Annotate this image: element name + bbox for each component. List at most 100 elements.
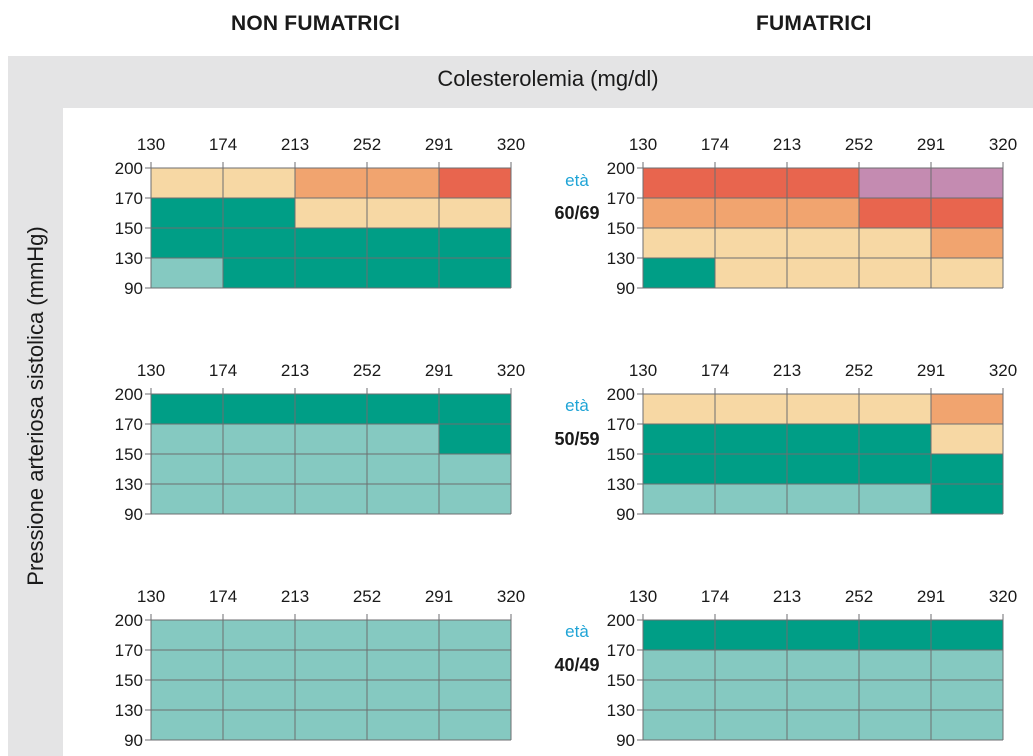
non-smokers-header: NON FUMATRICI [231, 12, 401, 35]
heatmap-cell [151, 650, 223, 680]
x-tick-label: 320 [989, 361, 1017, 380]
heatmap-cell [787, 258, 859, 288]
heatmap-cell [643, 650, 715, 680]
heatmap-cell [295, 424, 367, 454]
heatmap-cell [643, 228, 715, 258]
y-tick-label: 170 [607, 641, 635, 660]
x-tick-label: 174 [701, 135, 729, 154]
heatmap-cell [295, 650, 367, 680]
heatmap-cell [931, 258, 1003, 288]
x-tick-label: 320 [497, 361, 525, 380]
heatmap-cell [715, 168, 787, 198]
heatmap-cell [151, 710, 223, 740]
x-axis-title: Colesterolemia (mg/dl) [437, 66, 659, 91]
heatmap-cell [643, 258, 715, 288]
y-tick-label: 90 [616, 505, 635, 524]
heatmap-cell [931, 394, 1003, 424]
age-value-2: 50/59 [554, 429, 600, 449]
x-tick-label: 213 [281, 135, 309, 154]
heatmap-cell [859, 454, 931, 484]
heatmap-cell [223, 228, 295, 258]
heatmap-cell [367, 620, 439, 650]
heatmap-cell [439, 168, 511, 198]
x-tick-label: 252 [353, 135, 381, 154]
heatmap-cell [643, 168, 715, 198]
heatmap-cell [931, 484, 1003, 514]
x-tick-label: 174 [701, 361, 729, 380]
x-tick-label: 130 [629, 135, 657, 154]
heatmap-cell [715, 394, 787, 424]
y-tick-label: 130 [607, 701, 635, 720]
heatmap-cell [151, 228, 223, 258]
x-tick-label: 213 [773, 361, 801, 380]
heatmap-cell [223, 710, 295, 740]
heatmap-cell [439, 394, 511, 424]
heatmap-cell [715, 258, 787, 288]
heatmap-cell [643, 484, 715, 514]
heatmap-cell [295, 168, 367, 198]
heatmap-cell [151, 454, 223, 484]
x-tick-label: 174 [209, 361, 237, 380]
y-tick-label: 200 [607, 385, 635, 404]
heatmap-panel-1: 130 174 213 252 291 320 200 170 150 130 90 [115, 135, 526, 298]
heatmap-cell [787, 484, 859, 514]
y-tick-label: 170 [115, 189, 143, 208]
x-tick-label: 291 [917, 135, 945, 154]
y-tick-label: 90 [124, 505, 143, 524]
heatmap-cell [643, 198, 715, 228]
heatmap-cell [151, 258, 223, 288]
y-tick-label: 150 [115, 219, 143, 238]
heatmap-cell [787, 424, 859, 454]
heatmap-cell [367, 394, 439, 424]
age-label-1: età [565, 171, 589, 190]
heatmap-panel-6: 130 174 213 252 291 320 200 170 150 130 90 [607, 587, 1018, 750]
heatmap-cell [295, 710, 367, 740]
x-tick-label: 320 [497, 135, 525, 154]
heatmap-cell [367, 258, 439, 288]
y-tick-label: 90 [124, 279, 143, 298]
heatmap-cell [715, 484, 787, 514]
heatmap-cell [295, 228, 367, 258]
heatmap-panel-4: 130 174 213 252 291 320 200 170 150 130 90 [607, 361, 1018, 524]
heatmap-cell [715, 424, 787, 454]
y-tick-label: 200 [607, 611, 635, 630]
heatmap-cell [439, 680, 511, 710]
heatmap-cell [223, 680, 295, 710]
y-tick-label: 150 [607, 671, 635, 690]
y-tick-label: 130 [607, 249, 635, 268]
smokers-header: FUMATRICI [756, 12, 872, 35]
heatmap-cell [931, 680, 1003, 710]
heatmap-cell [295, 454, 367, 484]
heatmap-cell [367, 484, 439, 514]
heatmap-cell [643, 454, 715, 484]
heatmap-cell [787, 454, 859, 484]
x-tick-label: 252 [845, 135, 873, 154]
heatmap-cell [643, 710, 715, 740]
x-tick-label: 130 [629, 361, 657, 380]
heatmap-cell [295, 198, 367, 228]
heatmap-cell [787, 710, 859, 740]
heatmap-cell [223, 198, 295, 228]
heatmap-cell [223, 650, 295, 680]
x-tick-label: 174 [209, 135, 237, 154]
x-tick-label: 320 [497, 587, 525, 606]
x-tick-label: 252 [353, 587, 381, 606]
heatmap-cell [223, 258, 295, 288]
heatmap-cell [439, 620, 511, 650]
heatmap-cell [859, 710, 931, 740]
y-tick-label: 150 [607, 445, 635, 464]
heatmap-cell [439, 650, 511, 680]
y-tick-label: 170 [115, 641, 143, 660]
heatmap-cell [859, 484, 931, 514]
heatmap-cell [931, 168, 1003, 198]
heatmap-cell [859, 258, 931, 288]
y-tick-label: 90 [124, 731, 143, 750]
x-tick-label: 213 [281, 587, 309, 606]
heatmap-cell [715, 650, 787, 680]
x-tick-label: 130 [137, 587, 165, 606]
heatmap-cell [151, 680, 223, 710]
y-tick-label: 130 [607, 475, 635, 494]
x-tick-label: 130 [137, 361, 165, 380]
y-tick-label: 90 [616, 731, 635, 750]
